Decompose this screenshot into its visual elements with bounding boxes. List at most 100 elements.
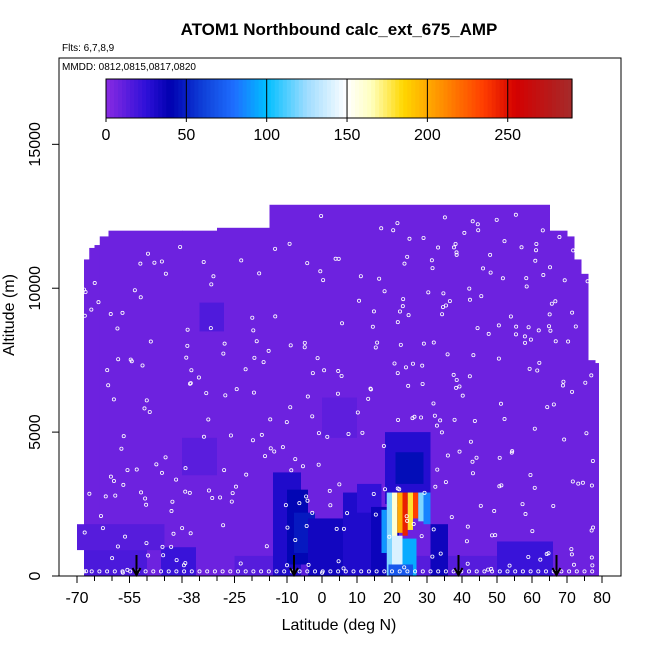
sample-point — [360, 430, 365, 435]
y-tick-label: 10000 — [27, 266, 44, 311]
colorbar-strip — [423, 79, 428, 118]
heatmap-cell — [322, 397, 357, 438]
sample-point — [407, 236, 412, 241]
sample-point — [185, 343, 190, 348]
sample-point — [334, 526, 339, 531]
sample-point — [181, 563, 186, 568]
sample-point — [174, 558, 179, 563]
sample-point — [228, 569, 233, 574]
colorbar-strip — [138, 79, 143, 118]
sample-point — [251, 569, 256, 574]
sample-point — [100, 526, 105, 531]
heatmap-column — [588, 360, 596, 576]
colorbar-strip — [226, 79, 232, 118]
sample-point — [497, 484, 502, 489]
sample-point — [573, 324, 578, 329]
heatmap-cell — [395, 452, 424, 484]
sample-point — [154, 462, 159, 467]
sample-point — [500, 276, 505, 281]
flights-annotation: Flts: 6,7,8,9 — [62, 43, 115, 54]
sample-point — [395, 371, 400, 376]
sample-point — [151, 569, 156, 574]
sample-point — [96, 300, 101, 305]
sample-point — [474, 455, 479, 460]
sample-point — [285, 525, 290, 530]
sample-point — [405, 254, 410, 259]
sample-point — [212, 569, 217, 574]
colorbar-strip — [158, 79, 163, 118]
sample-point — [268, 446, 273, 451]
colorbar-strip — [258, 79, 264, 118]
sample-point — [528, 473, 533, 478]
sample-point — [462, 230, 467, 235]
sample-point — [538, 557, 543, 562]
sample-point — [106, 383, 111, 388]
colorbar-strip — [266, 79, 272, 118]
sample-point — [560, 383, 565, 388]
sample-point — [108, 474, 113, 479]
x-tick-label: -10 — [275, 590, 298, 607]
sample-point — [443, 303, 448, 308]
sample-point — [569, 552, 574, 557]
colorbar-strip — [334, 79, 340, 118]
x-tick-label: 20 — [383, 590, 401, 607]
heatmap-cell — [386, 492, 392, 576]
sample-point — [259, 432, 264, 437]
sample-point — [144, 502, 149, 507]
colorbar-strip — [339, 79, 344, 118]
sample-point — [557, 235, 562, 240]
sample-point — [443, 569, 448, 574]
colorbar-strip — [559, 79, 565, 118]
sample-point — [440, 312, 445, 317]
sample-point — [239, 258, 244, 263]
sample-point — [319, 213, 324, 218]
sample-point — [536, 328, 541, 333]
sample-point — [115, 326, 120, 331]
x-tick-label: -38 — [177, 590, 200, 607]
sample-point — [252, 355, 257, 360]
sample-point — [382, 569, 387, 574]
colorbar-strip — [314, 79, 320, 118]
colorbar-strip — [114, 79, 119, 118]
colorbar-strip — [218, 79, 224, 118]
sample-point — [391, 228, 396, 233]
colorbar-strip — [523, 79, 529, 118]
profile-arrow-head — [551, 567, 562, 578]
sample-point — [400, 304, 405, 309]
colorbar-strip — [527, 79, 533, 118]
sample-point — [166, 569, 171, 574]
colorbar-strip — [355, 79, 360, 118]
colorbar-strip — [547, 79, 553, 118]
sample-point — [488, 252, 493, 257]
sample-point — [108, 312, 113, 317]
colorbar-strip — [519, 79, 525, 118]
sample-point — [481, 266, 486, 271]
sample-point — [337, 482, 342, 487]
sample-point — [422, 490, 427, 495]
sample-point — [250, 438, 255, 443]
heatmap-cell — [413, 492, 419, 519]
sample-point — [185, 327, 190, 332]
colorbar-strip — [443, 79, 449, 118]
colorbar-strip — [262, 79, 268, 118]
sample-point — [293, 457, 298, 462]
sample-point — [479, 294, 484, 299]
x-tick-label: 70 — [558, 590, 576, 607]
colorbar-strip — [186, 79, 191, 118]
sample-point — [445, 352, 450, 357]
sample-point — [548, 328, 553, 333]
sample-point — [589, 555, 594, 560]
sample-point — [188, 531, 193, 536]
sample-point — [513, 569, 518, 574]
sample-point — [426, 290, 431, 295]
sample-point — [387, 534, 392, 539]
sample-point — [180, 526, 185, 531]
colorbar-strip — [234, 79, 240, 118]
sample-point — [304, 494, 309, 499]
sample-point — [208, 326, 213, 331]
sample-point — [305, 261, 310, 266]
sample-point — [335, 391, 340, 396]
sample-point — [234, 387, 239, 392]
sample-point — [123, 534, 128, 539]
sample-point — [428, 569, 433, 574]
